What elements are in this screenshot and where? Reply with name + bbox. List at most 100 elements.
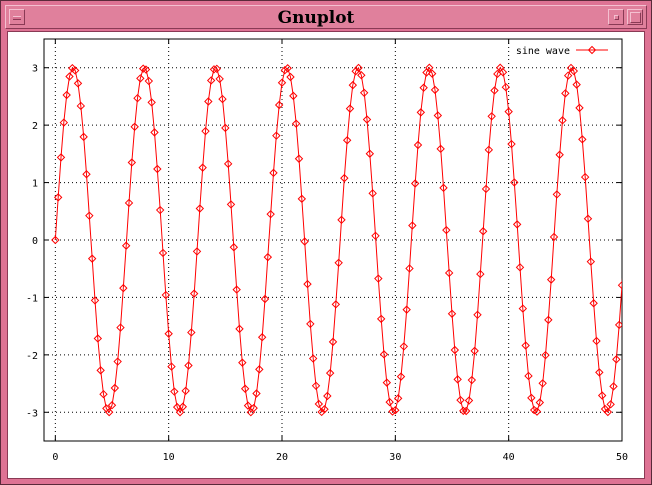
data-point-marker [342,136,352,145]
data-point-marker [136,74,145,83]
data-point-marker [314,399,324,409]
data-point-marker [87,254,97,263]
data-point-marker [221,123,230,133]
data-point-marker [453,375,462,384]
data-point-marker [362,115,372,124]
data-point-marker [549,232,559,242]
data-point-marker [399,342,409,351]
data-point-marker [391,406,400,415]
data-point-marker [96,366,105,375]
data-point-marker [269,168,278,178]
data-point-marker [518,304,528,313]
data-point-marker [192,247,202,256]
y-tick-label: -2 [26,351,38,362]
data-point-marker [419,83,428,92]
data-point-marker [323,391,332,401]
data-point-marker [478,227,488,236]
data-point-marker [473,310,482,320]
data-point-marker [59,118,69,127]
data-point-marker [238,358,247,367]
data-point-marker [544,315,553,325]
data-point-marker [589,299,598,308]
data-point-marker [90,296,100,305]
data-point-marker [442,225,451,235]
data-point-marker [51,235,60,245]
data-point-marker [586,257,596,266]
data-point-marker [376,314,386,324]
data-point-marker [504,107,513,116]
minimize-button[interactable] [608,9,624,25]
data-point-marker [204,97,213,106]
x-tick-label: 40 [503,452,515,463]
data-point-marker [79,132,88,142]
data-point-marker [184,361,193,370]
window-title: Gnuplot [277,8,355,28]
data-point-marker [274,100,284,110]
data-point-marker [459,406,468,416]
data-point-marker [138,64,148,73]
data-point-marker [402,305,411,314]
data-point-marker [223,159,233,169]
data-point-marker [512,220,522,229]
data-point-marker [569,66,579,76]
data-point-marker [410,179,420,188]
data-point-marker [425,63,434,72]
data-point-marker [507,139,516,149]
data-point-marker [444,268,454,278]
title-bar[interactable]: Gnuplot [5,5,647,29]
data-point-marker [107,401,117,410]
data-point-marker [535,398,545,407]
data-point-marker [119,283,128,293]
data-point-marker [311,381,321,390]
data-point-marker [201,126,210,136]
data-point-marker [133,93,142,103]
data-point-marker [396,372,406,381]
data-point-marker [374,274,383,283]
data-point-marker [73,79,83,88]
data-point-marker [249,403,258,413]
y-tick-label: 1 [32,179,38,190]
y-tick-label: 2 [32,121,38,132]
data-point-marker [235,324,244,334]
data-point-marker [93,334,103,343]
data-point-marker [226,200,236,209]
data-point-marker [461,406,471,416]
data-point-marker [198,163,207,172]
data-point-marker [484,145,494,155]
y-tick-label: 0 [32,236,38,247]
x-tick-label: 30 [389,452,401,463]
data-point-marker [170,387,179,396]
data-point-marker [470,346,479,356]
data-point-marker [70,66,80,75]
data-point-marker [464,396,474,405]
data-point-marker [515,263,525,272]
data-point-marker [385,397,394,407]
data-point-marker [85,211,94,220]
data-point-marker [382,378,392,387]
data-point-marker [436,144,445,154]
data-point-marker [212,64,222,74]
data-point-marker [552,190,562,199]
data-point-marker [167,362,176,371]
data-point-marker [181,386,190,396]
data-point-marker [614,320,622,330]
data-point-marker [408,221,417,230]
data-point-marker [320,405,329,414]
maximize-button[interactable] [627,9,643,25]
data-point-marker [433,111,443,120]
data-point-marker [155,205,165,215]
data-point-marker [603,407,613,417]
data-point-marker [82,170,91,179]
data-point-marker [141,65,151,74]
data-point-marker [617,280,622,290]
data-point-marker [354,63,363,73]
data-point-marker [456,395,465,405]
data-point-marker [345,104,355,113]
data-point-marker [597,391,607,400]
data-point-marker [161,290,171,300]
data-point-marker [595,368,604,377]
data-point-marker [277,78,287,87]
data-point-marker [498,68,508,77]
window-menu-button[interactable] [9,9,25,25]
